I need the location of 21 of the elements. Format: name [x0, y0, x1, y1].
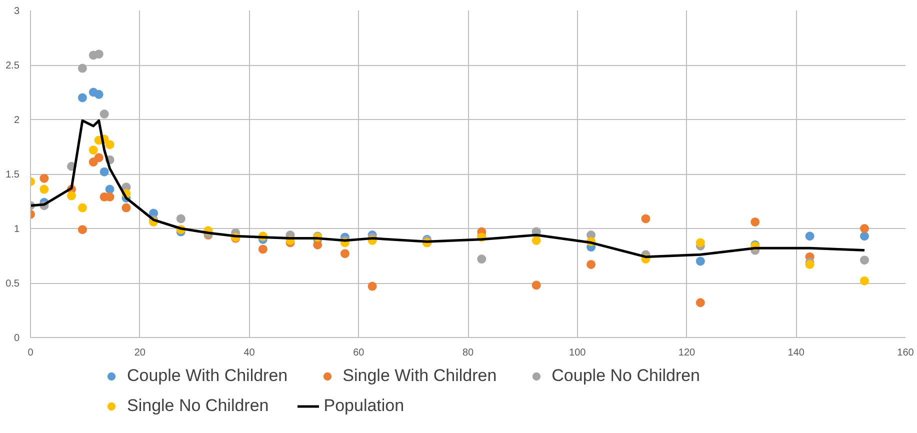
y-tick-label: 0.5 [6, 278, 20, 290]
legend-label: Couple With Children [127, 366, 288, 386]
y-tick-label: 2 [14, 115, 20, 126]
y-tick-label: 0 [14, 333, 20, 344]
y-tick-label: 1.5 [6, 170, 20, 180]
legend-label: Couple No Children [552, 366, 700, 386]
legend-label: Single With Children [342, 366, 497, 386]
x-tick-label: 160 [897, 348, 914, 358]
x-tick-label: 100 [569, 348, 586, 358]
y-tick-label: 3 [14, 6, 20, 17]
x-tick-label: 40 [244, 348, 256, 358]
legend-label: Population [324, 396, 404, 416]
y-tick-label: 2.5 [6, 60, 20, 72]
legend-label: Single No Children [127, 396, 269, 416]
x-tick-label: 80 [462, 348, 474, 358]
x-tick-label: 0 [28, 348, 34, 358]
y-tick-label: 1 [14, 224, 20, 235]
x-tick-label: 120 [678, 348, 696, 358]
x-tick-label: 140 [788, 348, 805, 358]
x-tick-label: 20 [134, 348, 146, 358]
x-tick-label: 60 [353, 348, 365, 358]
